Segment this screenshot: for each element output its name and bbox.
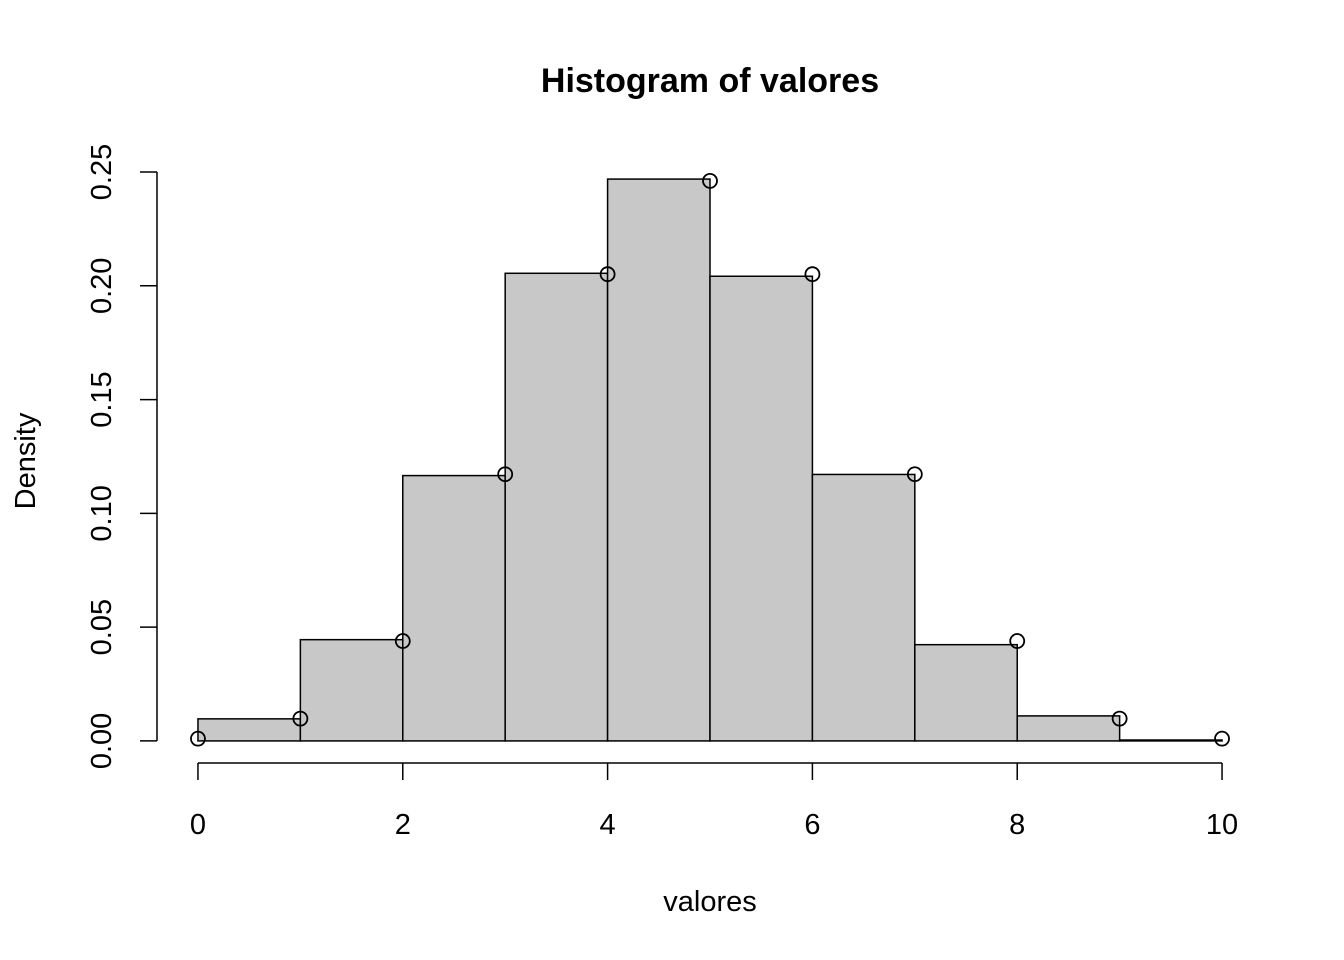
bar [197, 718, 302, 742]
bar [914, 643, 1018, 742]
point [497, 466, 514, 483]
y-tick-label: 0.05 [86, 599, 118, 655]
bar [504, 272, 609, 742]
y-tick-label: 0.20 [86, 258, 118, 314]
x-tick-label: 2 [395, 809, 411, 841]
point [1214, 730, 1230, 747]
x-axis-label: valores [663, 886, 757, 918]
x-tick-label: 4 [600, 809, 616, 841]
point [190, 730, 206, 747]
y-tick-label: 0.25 [86, 144, 118, 200]
point [599, 266, 616, 283]
x-tick-label: 0 [190, 809, 206, 841]
x-tick-label: 8 [1009, 809, 1025, 841]
y-tick-label: 0.15 [86, 371, 118, 427]
point [804, 266, 821, 283]
point [702, 172, 718, 189]
bar [811, 473, 916, 742]
bar [402, 474, 506, 742]
point [292, 710, 309, 727]
point [1111, 710, 1128, 727]
chart-title: Histogram of valores [541, 62, 879, 100]
y-tick-label: 0.10 [86, 485, 118, 541]
bar [299, 638, 404, 742]
point [906, 466, 923, 483]
y-tick-label: 0.00 [86, 713, 118, 769]
bar [709, 275, 814, 742]
point [1009, 633, 1026, 649]
y-axis-label: Density [10, 412, 42, 509]
bar [1118, 739, 1223, 742]
x-tick-label: 10 [1206, 809, 1238, 841]
x-tick-label: 6 [804, 809, 820, 841]
bar [606, 178, 711, 742]
bar [1016, 715, 1121, 742]
point [394, 633, 411, 649]
